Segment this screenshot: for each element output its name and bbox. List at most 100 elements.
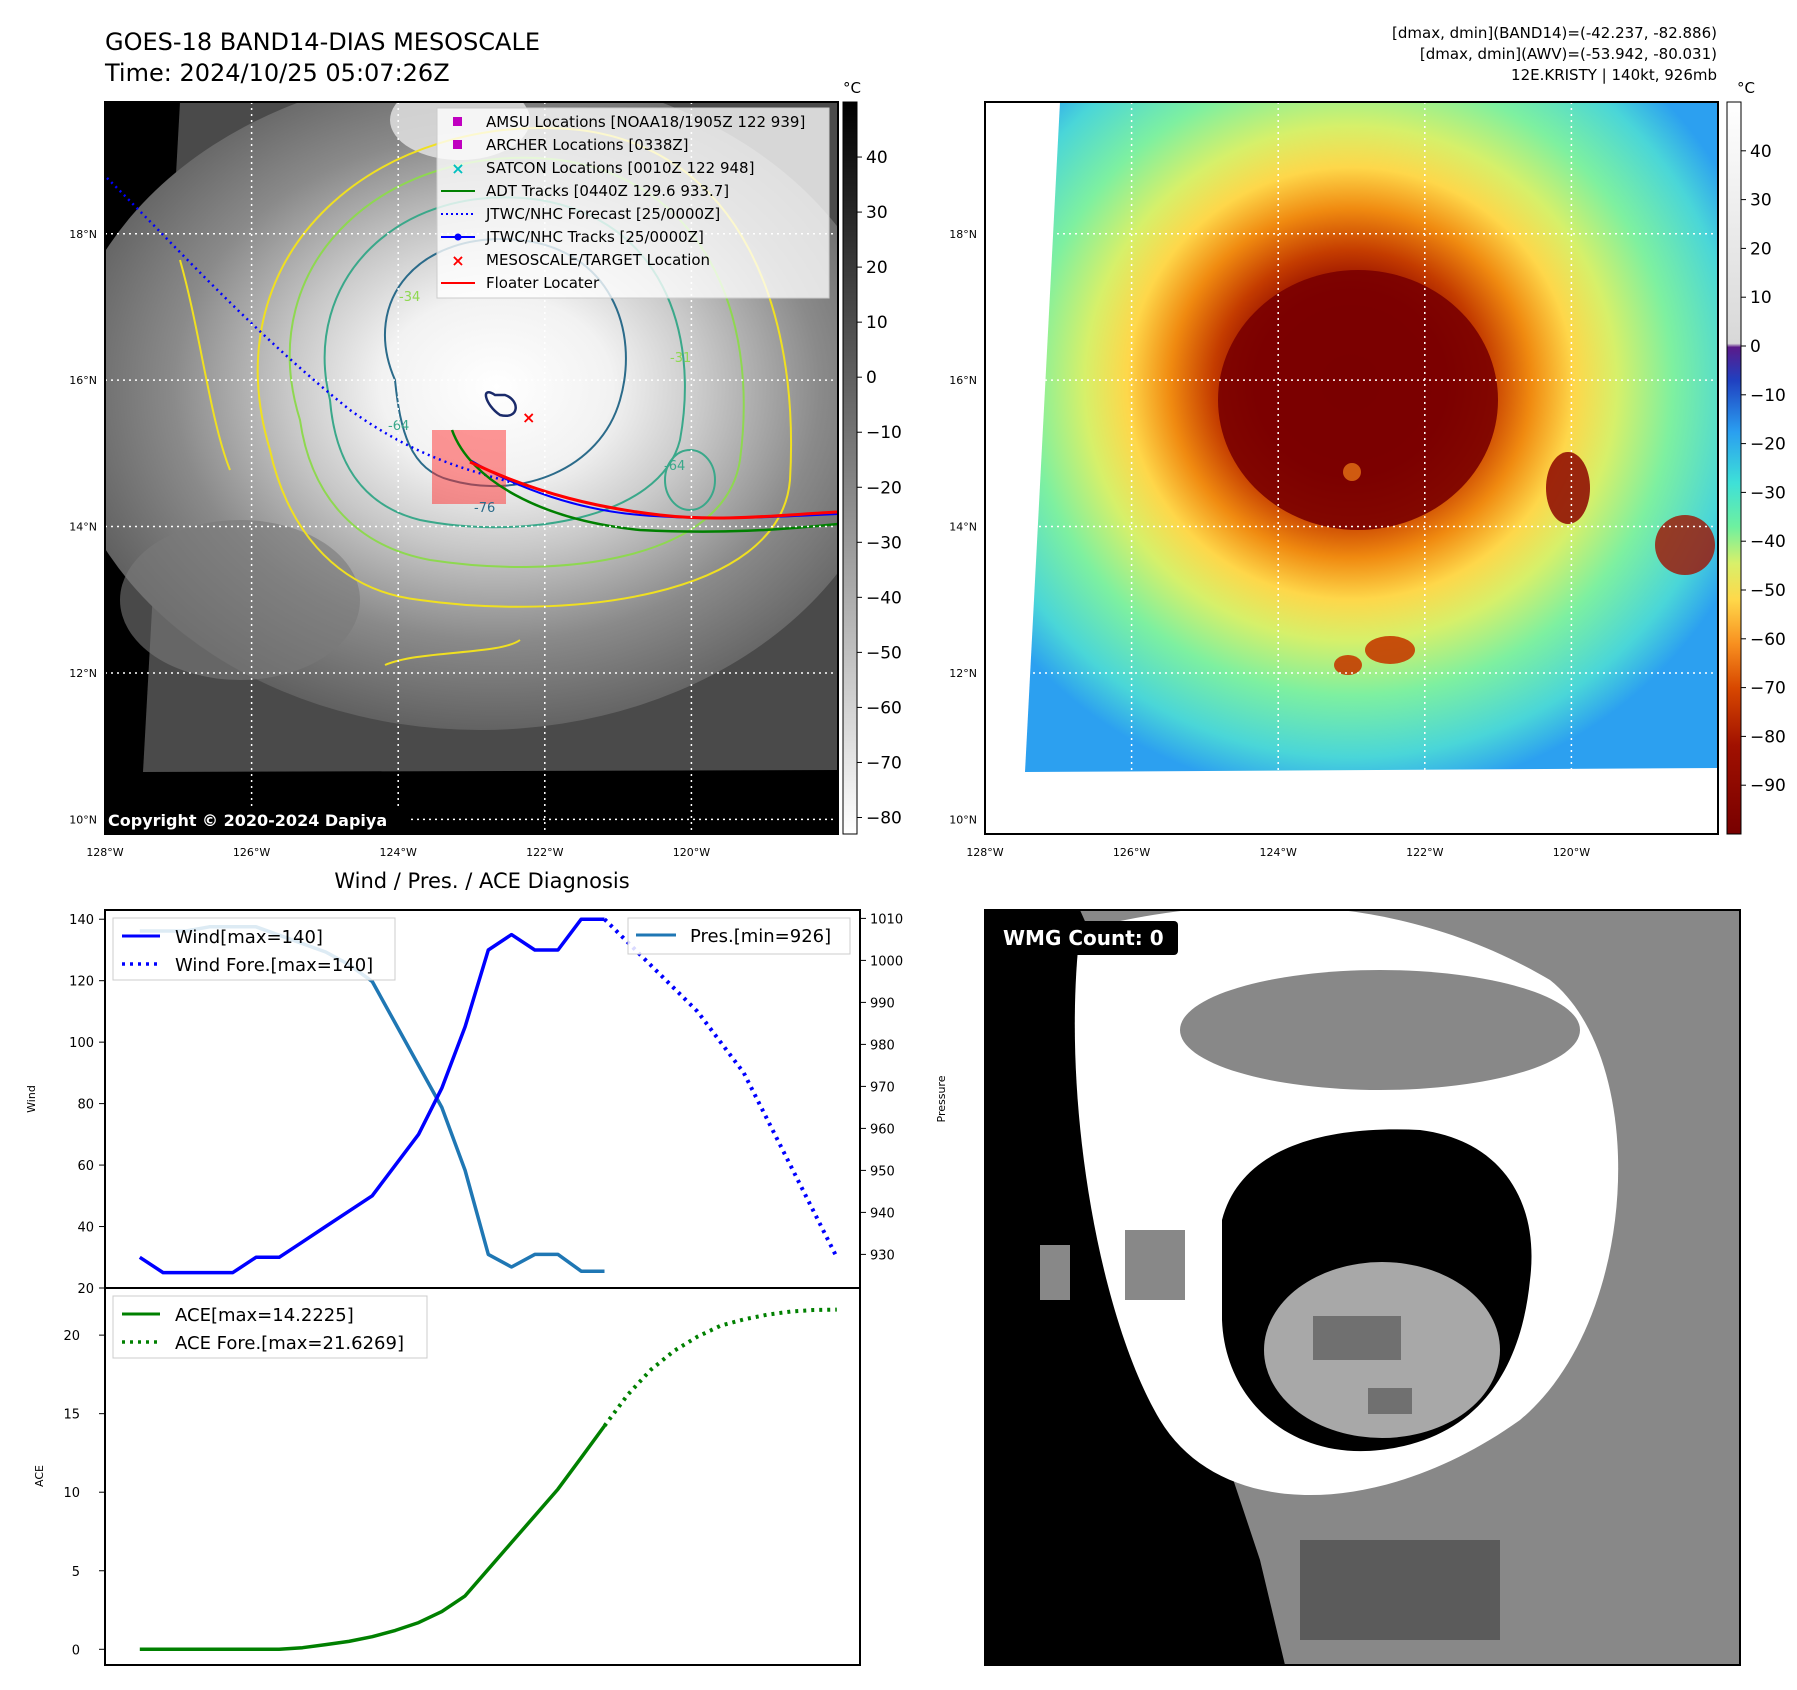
- pressure-tick-label: 930: [870, 1248, 895, 1263]
- ace-tick-label: 5: [72, 1565, 80, 1580]
- ace-legend: ACE[max=14.2225] ACE Fore.[max=21.6269]: [112, 1295, 428, 1359]
- wind-forecast-line: [603, 917, 839, 1259]
- color-map-grid: [985, 102, 1718, 834]
- gray-colorbar-tick-label: −30: [866, 533, 902, 553]
- main-title: GOES-18 BAND14-DIAS MESOSCALE: [105, 28, 540, 56]
- contour-outer: [256, 127, 793, 608]
- wind-legend-label: Wind[max=140]: [175, 927, 323, 948]
- band14-stats: [dmax, dmin](BAND14)=(-42.237, -82.886): [1392, 24, 1717, 42]
- gray-colorbar-tick-label: 40: [866, 148, 888, 168]
- ace-axis-label: ACE: [33, 1465, 46, 1487]
- floater-track: [469, 460, 838, 520]
- color-colorbar: °C 40 30 20 10 0 −10 −20 −30 −40 −50 −60 −70 −80 −90: [1726, 79, 1786, 835]
- gray-colorbar-unit: °C: [843, 79, 861, 97]
- contour-label-3: -76: [474, 501, 495, 516]
- ace-forecast-line: [602, 1307, 837, 1428]
- color-colorbar-tick-label: 10: [1750, 288, 1772, 308]
- gray-map-lat-label: 12°N: [69, 667, 97, 680]
- contour-warm: [288, 156, 745, 568]
- legend-label: MESOSCALE/TARGET Location: [486, 251, 710, 269]
- wind-axis-label: Wind: [25, 1085, 38, 1113]
- contour-label-1: -34: [399, 290, 420, 305]
- color-map-lat-label: 12°N: [949, 667, 977, 680]
- color-colorbar-tick-label: −60: [1750, 630, 1786, 650]
- color-colorbar-tick-label: −10: [1750, 386, 1786, 406]
- color-colorbar-tick-label: −30: [1750, 483, 1786, 503]
- ace-legend-label: ACE[max=14.2225]: [175, 1305, 354, 1326]
- pressure-tick-label: 970: [870, 1080, 895, 1095]
- gray-colorbar-tick-label: 30: [866, 203, 888, 223]
- ace-tick-label: 10: [63, 1486, 80, 1501]
- gray-map-lon-label: 120°W: [673, 846, 710, 859]
- contour-label-5: -64: [664, 459, 685, 474]
- pressure-tick-label: 1010: [870, 912, 903, 927]
- awv-stats: [dmax, dmin](AWV)=(-53.942, -80.031): [1420, 45, 1717, 63]
- wind-pressure-chart: 140 120 100 80 60 40 20 1010 1000 990 980 970 960 950…: [25, 909, 948, 1297]
- color-map-lat-label: 10°N: [949, 813, 977, 826]
- gray-map-lon-label: 126°W: [233, 846, 270, 859]
- gray-map-lat-label: 18°N: [69, 228, 97, 241]
- jtwc-forecast-track: [106, 177, 521, 487]
- color-map-lon-label: 122°W: [1406, 846, 1443, 859]
- gray-colorbar-tick-label: −70: [866, 753, 902, 773]
- pressure-tick-label: 960: [870, 1122, 895, 1137]
- pressure-axis-label: Pressure: [935, 1075, 948, 1122]
- color-map-lat-label: 14°N: [949, 521, 977, 534]
- wind-tick-label: 60: [77, 1159, 94, 1174]
- color-colorbar-tick-label: 0: [1750, 337, 1761, 357]
- gray-colorbar-tick-label: −10: [866, 423, 902, 443]
- contour-mid: [323, 196, 686, 529]
- color-colorbar-tick-label: 30: [1750, 191, 1772, 211]
- wmg-label-box: [995, 921, 1178, 955]
- wmg-panel: WMG Count: 0: [984, 909, 1741, 1666]
- pressure-legend-label: Pres.[min=926]: [690, 926, 831, 947]
- gray-colorbar-tick-label: −80: [866, 808, 902, 828]
- adt-track: [450, 429, 838, 533]
- color-colorbar-tick-label: −40: [1750, 532, 1786, 552]
- gray-map-lat-label: 10°N: [69, 813, 97, 826]
- color-map-lon-label: 120°W: [1553, 846, 1590, 859]
- legend-label: SATCON Locations [0010Z 122 948]: [486, 159, 754, 177]
- color-map-lon-label: 124°W: [1260, 846, 1297, 859]
- legend-label: ARCHER Locations [0338Z]: [486, 136, 689, 154]
- color-colorbar-tick-label: 20: [1750, 239, 1772, 259]
- wind-tick-label: 80: [77, 1098, 94, 1113]
- wind-forecast-legend-label: Wind Fore.[max=140]: [175, 955, 373, 976]
- copyright-box: [105, 807, 410, 833]
- color-map-lon-label: 128°W: [966, 846, 1003, 859]
- legend-label: ADT Tracks [0440Z 129.6 933.7]: [486, 182, 729, 200]
- legend-label: AMSU Locations [NOAA18/1905Z 122 939]: [486, 113, 805, 131]
- color-colorbar-tick-label: 40: [1750, 142, 1772, 162]
- color-enhanced-ir-map: [984, 101, 1719, 835]
- legend-marker: ×: [451, 159, 464, 178]
- pressure-tick-label: 980: [870, 1038, 895, 1053]
- diagnosis-title: Wind / Pres. / ACE Diagnosis: [334, 869, 629, 893]
- gray-map-lon-label: 122°W: [526, 846, 563, 859]
- legend-marker: ×: [451, 251, 464, 270]
- gray-map-lon-label: 128°W: [86, 846, 123, 859]
- gray-map-legend: AMSU Locations [NOAA18/1905Z 122 939] ARC…: [436, 107, 830, 299]
- legend-label: JTWC/NHC Tracks [25/0000Z]: [485, 228, 704, 246]
- legend-marker: [453, 117, 462, 126]
- ace-tick-label: 15: [63, 1408, 80, 1423]
- gray-colorbar-ramp: [842, 101, 858, 835]
- pressure-tick-label: 940: [870, 1206, 895, 1221]
- color-map-lon-label: 126°W: [1113, 846, 1150, 859]
- color-map-lat-label: 16°N: [949, 374, 977, 387]
- ace-chart: 20 15 10 5 0 ACE ACE[max=14.2225] ACE Fore.[…: [33, 1287, 861, 1666]
- target-marker: ×: [522, 408, 535, 427]
- color-colorbar-unit: °C: [1737, 79, 1755, 97]
- wind-tick-label: 20: [77, 1282, 94, 1297]
- gray-colorbar-tick-label: −60: [866, 698, 902, 718]
- color-colorbar-tick-label: −70: [1750, 679, 1786, 699]
- legend-marker: [453, 140, 462, 149]
- ace-tick-label: 0: [72, 1643, 80, 1658]
- wmg-count-label: WMG Count: 0: [1003, 926, 1164, 950]
- wind-tick-label: 40: [77, 1221, 94, 1236]
- wind-legend: Wind[max=140] Wind Fore.[max=140]: [112, 917, 396, 981]
- gray-map-lat-label: 14°N: [69, 521, 97, 534]
- storm-info: 12E.KRISTY | 140kt, 926mb: [1511, 66, 1717, 84]
- gray-colorbar-tick-label: 10: [866, 313, 888, 333]
- gray-colorbar-tick-label: −40: [866, 588, 902, 608]
